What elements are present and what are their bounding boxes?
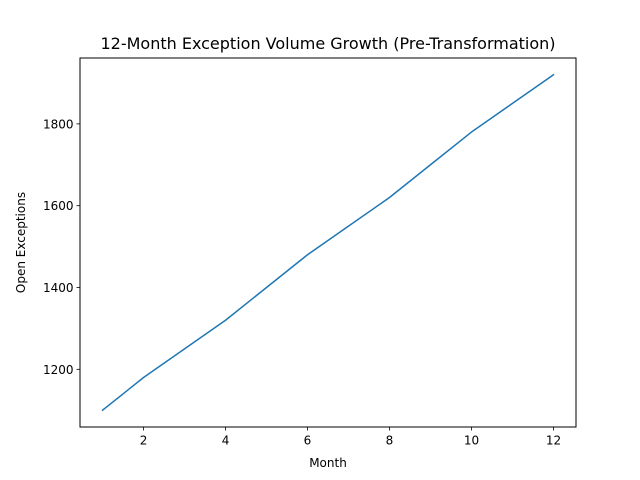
- x-axis-label: Month: [309, 456, 347, 470]
- plot-area: [79, 57, 577, 428]
- x-tick-label: 8: [386, 434, 394, 448]
- x-axis-ticks: 2 4 6 8 10 12: [140, 427, 561, 448]
- series-line: [101, 73, 555, 412]
- x-tick-label: 2: [140, 434, 148, 448]
- chart-title: 12-Month Exception Volume Growth (Pre-Tr…: [100, 34, 555, 53]
- x-tick-label: 10: [464, 434, 479, 448]
- y-tick-label: 1400: [43, 281, 74, 295]
- y-tick-label: 1600: [43, 199, 74, 213]
- x-tick-label: 4: [222, 434, 230, 448]
- axes-frame: [79, 57, 577, 428]
- y-axis-ticks: 1200 1400 1600 1800: [43, 117, 80, 377]
- y-tick-label: 1800: [43, 117, 74, 131]
- y-tick-label: 1200: [43, 363, 74, 377]
- x-tick-label: 6: [304, 434, 312, 448]
- x-tick-label: 12: [546, 434, 561, 448]
- y-axis-label: Open Exceptions: [14, 192, 28, 293]
- series-layer: [101, 73, 555, 412]
